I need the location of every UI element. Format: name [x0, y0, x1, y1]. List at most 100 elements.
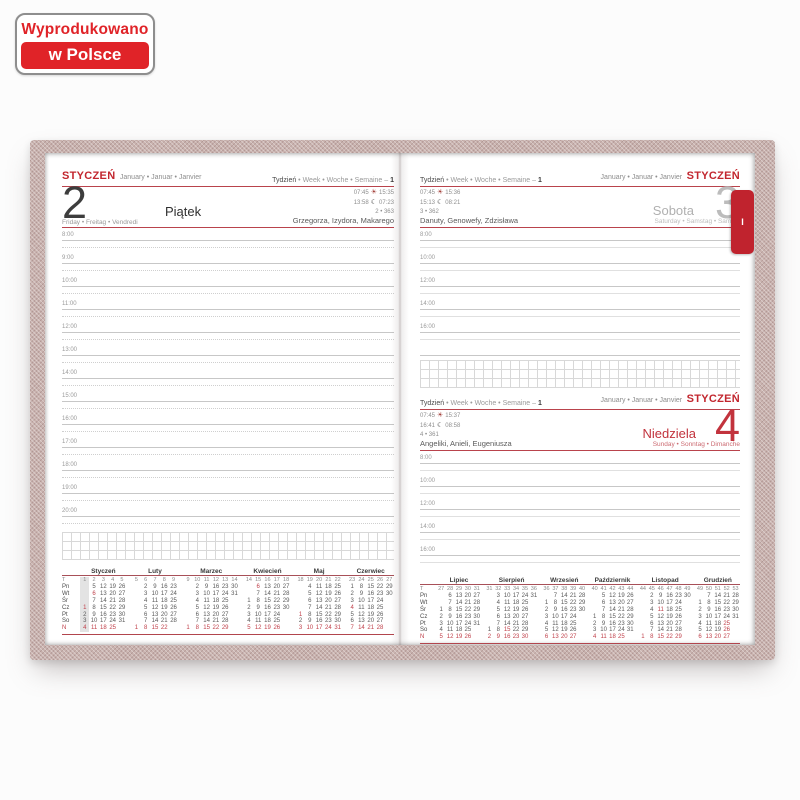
date-cell: 9	[204, 583, 209, 590]
date-cell: 17	[714, 613, 722, 620]
notes-grid	[420, 360, 740, 388]
date-cell: 2	[80, 611, 90, 619]
date-cell: 16	[666, 592, 673, 599]
hour-line	[420, 463, 740, 464]
date-cell: 22	[273, 597, 281, 604]
date-cell: 8	[144, 625, 148, 632]
date-cell: 19	[512, 606, 520, 613]
week-mid: • Week • Woche • Semaine –	[444, 177, 538, 184]
date-cell: 8	[359, 583, 364, 590]
date-cell: 3	[544, 613, 549, 620]
astro-info: 07:45 ☀ 15:37 16:41 ☾ 08:58 4 • 361	[420, 411, 460, 440]
day-label-cell: Pt	[420, 620, 426, 627]
date-cell: 17	[560, 613, 568, 620]
date-row: 7 14 21 28	[590, 607, 634, 614]
date-cell	[281, 625, 290, 632]
month-name: Lipiec	[449, 577, 469, 584]
week-mid: • Week • Woche • Semaine –	[444, 400, 538, 407]
week-number-cell: 52	[723, 586, 730, 592]
date-cell: 11	[358, 604, 365, 611]
row: Śr	[62, 598, 75, 605]
date-row: 6 13 20 27	[296, 598, 342, 605]
week-number-cell: 28	[447, 586, 454, 592]
month-table: 18 19 20 21 22 4 11 18 25 5 12 19 26 6 13 20 27 7 14 21 28 1 8…	[296, 577, 342, 632]
date-cell: 16	[503, 634, 511, 641]
date-cell: 3	[298, 625, 303, 632]
month-title: STYCZEŃ	[62, 170, 116, 182]
date-row: 4 11 18 25	[296, 584, 342, 591]
date-row: 7 14 21 28	[485, 621, 538, 628]
date-cell: 2	[350, 590, 354, 597]
date-cell: 19	[264, 625, 271, 632]
sunrise-time: 07:45	[420, 413, 436, 419]
week-number-row: 40 41 42 43 44	[590, 586, 634, 593]
week-number-cell: 26	[376, 577, 384, 583]
row: So	[62, 618, 75, 625]
date-cell: 13	[455, 592, 463, 599]
week-number-cell: 22	[334, 577, 341, 583]
date-cell: 9	[359, 590, 364, 597]
date-cell: 17	[212, 590, 220, 597]
date-cell: 29	[473, 606, 481, 613]
week-number-cell: 49	[684, 586, 691, 592]
date-row: 7 14 21 28	[638, 627, 691, 634]
date-cell: 2	[698, 606, 702, 613]
date-cell: 21	[666, 627, 673, 634]
hour-label: 11:00	[62, 301, 77, 307]
row: Wt	[420, 600, 433, 607]
week-number-cell: 41	[600, 586, 607, 592]
hour-row: 19:00	[62, 484, 394, 507]
date-cell: 5	[247, 625, 251, 632]
sun-times: 07:45 ☀ 15:35	[354, 188, 394, 198]
week-line: Tydzień • Week • Woche • Semaine – 1	[420, 177, 542, 184]
date-cell: 11	[203, 597, 210, 604]
month-name: Październik	[594, 577, 631, 584]
day-label-cell: So	[62, 618, 70, 625]
date-cell: 23	[618, 620, 625, 627]
hour-label: 13:00	[62, 347, 78, 353]
date-cell: 5	[698, 627, 702, 634]
day-label-cell: N	[62, 625, 67, 632]
date-row: 4 11 18 25	[347, 605, 393, 612]
hour-label: 10:00	[420, 478, 436, 484]
date-cell	[529, 634, 538, 641]
date-cell: 17	[455, 620, 463, 627]
half-hour-line	[420, 292, 740, 294]
row: Pn	[62, 584, 75, 591]
week-number-cell: 24	[358, 577, 365, 583]
hour-line	[62, 493, 394, 494]
month-title: STYCZEŃ	[686, 170, 740, 182]
week-number-cell: 29	[455, 586, 463, 592]
week-number-cell: 44	[627, 586, 634, 592]
date-cell	[183, 591, 192, 598]
date-cell: 29	[118, 604, 126, 611]
date-cell	[230, 625, 239, 632]
date-cell: 20	[212, 611, 220, 618]
date-cell: 7	[601, 606, 606, 613]
date-cell: 11	[315, 583, 323, 590]
date-cell: 12	[100, 583, 107, 590]
date-cell: 22	[618, 613, 625, 620]
date-cell: 14	[203, 618, 210, 625]
day-label-cell: Wt	[62, 590, 70, 597]
date-cell	[626, 634, 635, 641]
date-cell	[529, 614, 538, 621]
date-cell: 20	[367, 618, 375, 625]
month-table: 9 10 11 12 13 14 2 9 16 23 30 3 10 17 24 31 4 11 18 25 5 12 19…	[183, 577, 239, 632]
date-cell: 22	[325, 611, 332, 618]
date-cell	[80, 590, 90, 598]
date-cell: 7	[195, 618, 199, 625]
date-cell: 15	[367, 583, 375, 590]
row: N	[420, 634, 433, 641]
date-cell: 20	[109, 590, 116, 597]
date-cell: 19	[666, 613, 673, 620]
mini-calendar-month: Czerwiec 23 24 25 26 27 1 8 15 22 29 2 9 16 23 30 3 10 17 2…	[347, 567, 393, 632]
date-cell	[696, 593, 705, 600]
sunset-time: 15:37	[445, 413, 461, 419]
day-label-table: T Pn Wt Śr Cz Pt So N	[62, 577, 75, 632]
date-cell: 25	[464, 627, 472, 634]
date-cell: 17	[609, 627, 616, 634]
date-row: 3 10 17 24 31	[590, 627, 634, 634]
week-number-cell: 17	[273, 577, 280, 583]
date-cell: 5	[601, 592, 606, 599]
